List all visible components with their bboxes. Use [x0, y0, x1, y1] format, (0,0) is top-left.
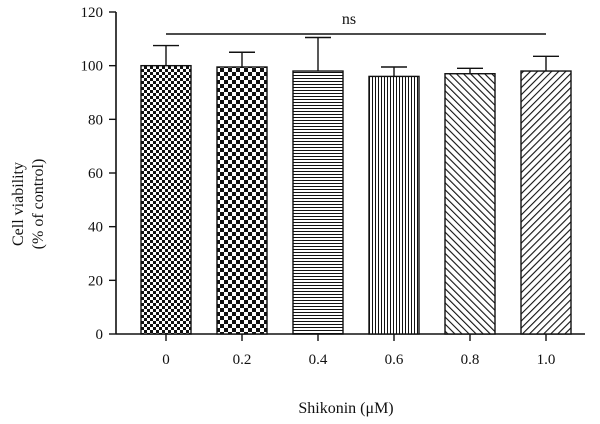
y-axis: 0 20 40 60 80 100 120 — [81, 5, 117, 343]
y-tick-label: 40 — [88, 220, 103, 236]
x-tick-label: 0.2 — [233, 352, 252, 368]
bars-group — [140, 36, 572, 335]
bar — [292, 70, 344, 335]
y-tick-label: 80 — [88, 112, 103, 128]
bar — [444, 73, 496, 335]
y-tick-label: 100 — [81, 59, 104, 75]
significance-label: ns — [342, 11, 356, 28]
x-tick-label: 0.4 — [309, 352, 328, 368]
bar — [140, 64, 192, 335]
x-tick-label: 1.0 — [537, 352, 556, 368]
x-axis: 0 0.2 0.4 0.6 0.8 1.0 — [116, 333, 585, 368]
y-tick-label: 60 — [88, 166, 103, 182]
bar — [216, 66, 268, 335]
x-tick-label: 0.8 — [461, 352, 480, 368]
bar — [368, 75, 420, 335]
y-tick-label: 20 — [88, 273, 103, 289]
y-tick-label: 120 — [81, 5, 104, 21]
y-tick-label: 0 — [96, 327, 104, 343]
significance-annotation: ns — [166, 11, 546, 35]
bar — [520, 70, 572, 335]
y-axis-title-line1: Cell viability — [10, 162, 27, 246]
x-axis-title: Shikonin (μM) — [298, 400, 393, 417]
x-tick-label: 0.6 — [385, 352, 404, 368]
y-axis-title-line2: (% of control) — [30, 159, 47, 250]
x-tick-label: 0 — [162, 352, 170, 368]
